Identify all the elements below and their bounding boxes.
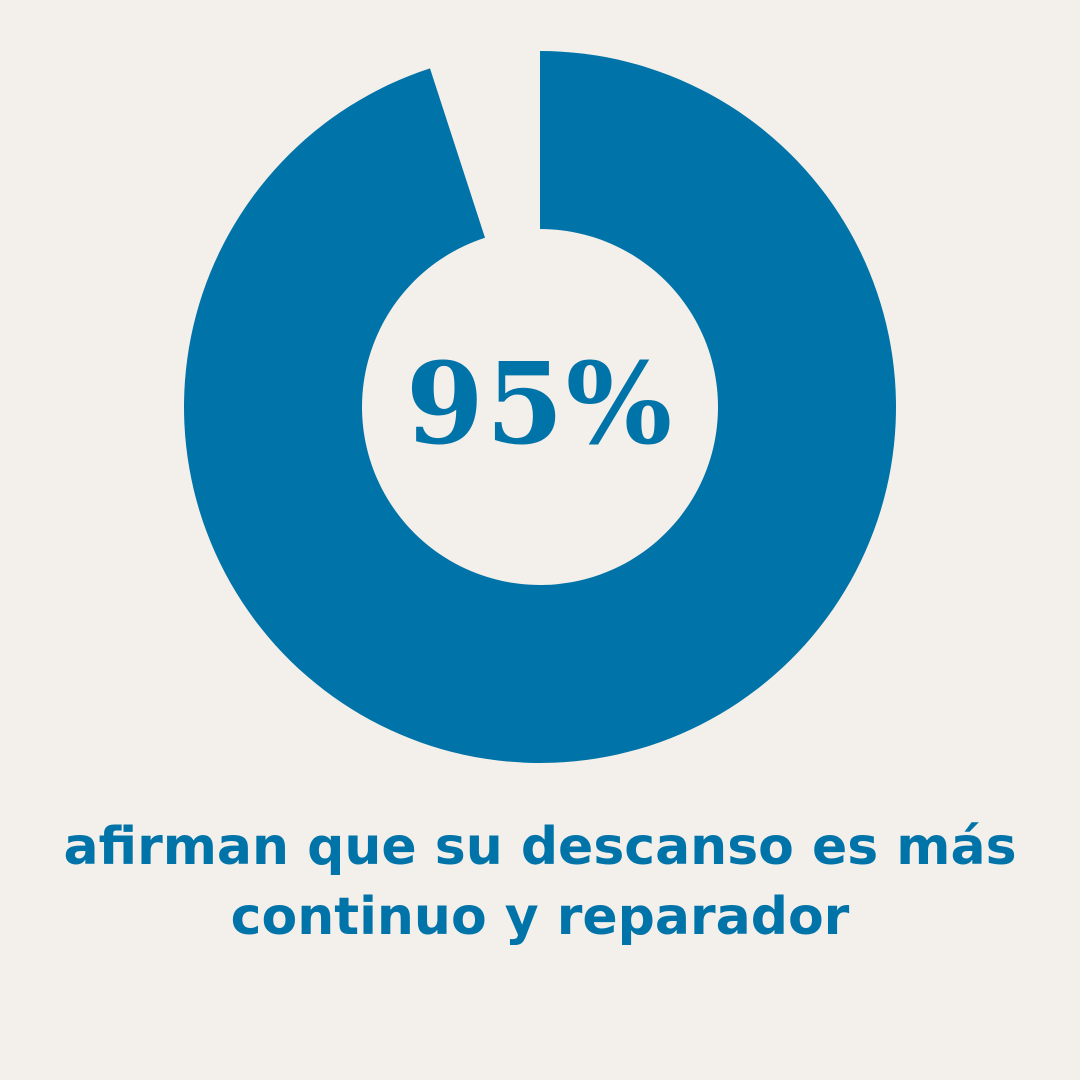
chart-caption: afirman que su descanso es más continuo … <box>40 812 1040 952</box>
caption-line-2: continuo y reparador <box>230 887 850 947</box>
caption-line-1: afirman que su descanso es más <box>63 817 1017 877</box>
center-percentage-label: 95% <box>405 339 675 470</box>
donut-segment-95 <box>184 51 896 763</box>
